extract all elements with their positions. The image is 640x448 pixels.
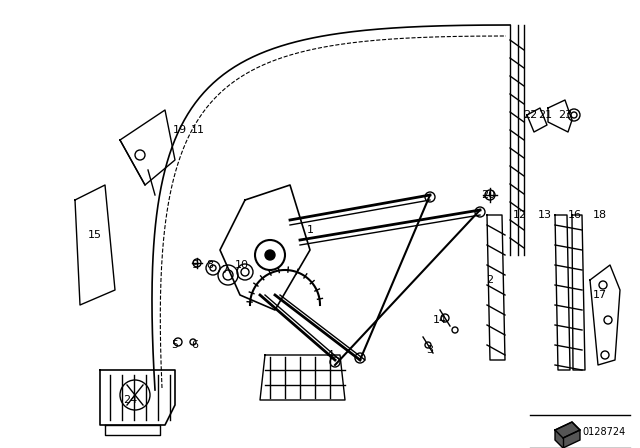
Text: 11: 11	[191, 125, 205, 135]
Text: 19: 19	[173, 125, 187, 135]
Text: 0128724: 0128724	[582, 427, 625, 437]
Text: 21: 21	[538, 110, 552, 120]
Text: 13: 13	[538, 210, 552, 220]
Text: 18: 18	[593, 210, 607, 220]
Text: 5: 5	[172, 340, 179, 350]
Text: 8: 8	[207, 260, 214, 270]
Text: 23: 23	[558, 110, 572, 120]
Text: 9: 9	[191, 260, 198, 270]
Text: 16: 16	[568, 210, 582, 220]
Text: 1: 1	[307, 225, 314, 235]
Text: 4: 4	[326, 350, 333, 360]
Text: 20: 20	[481, 190, 495, 200]
Text: 12: 12	[513, 210, 527, 220]
Text: 10: 10	[235, 260, 249, 270]
Text: 2: 2	[486, 275, 493, 285]
Text: 22: 22	[523, 110, 537, 120]
Text: 15: 15	[88, 230, 102, 240]
Text: 6: 6	[191, 340, 198, 350]
Circle shape	[265, 250, 275, 260]
Text: 14: 14	[433, 315, 447, 325]
Text: 17: 17	[593, 290, 607, 300]
Polygon shape	[555, 422, 580, 448]
Text: 7: 7	[221, 265, 228, 275]
Text: 3: 3	[426, 345, 433, 355]
Text: 24: 24	[123, 395, 137, 405]
